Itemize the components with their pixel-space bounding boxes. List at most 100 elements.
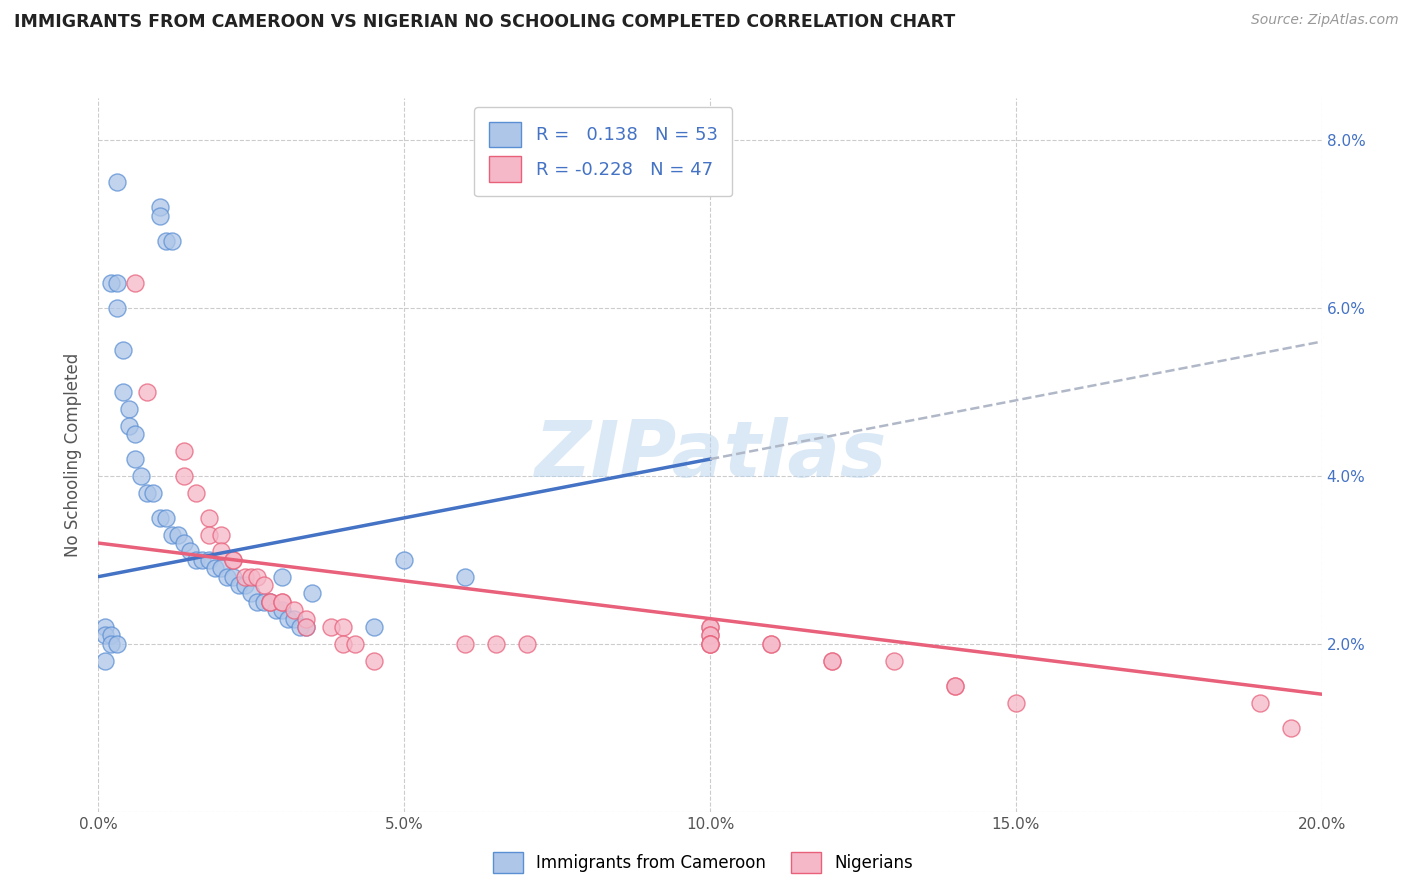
Point [93,654,115,668]
Point [295,620,318,634]
Point [270,595,292,609]
Point [160,527,183,541]
Point [155,234,177,248]
Point [100,637,122,651]
Point [332,620,354,634]
Point [173,443,195,458]
Point [124,276,146,290]
Point [173,469,195,483]
Point [124,426,146,441]
Point [319,620,342,634]
Point [821,654,844,668]
Point [204,561,226,575]
Point [240,569,263,583]
Point [167,527,190,541]
Point [149,511,172,525]
Point [118,418,141,433]
Point [105,301,128,315]
Point [105,276,128,290]
Point [943,679,966,693]
Point [283,603,305,617]
Point [295,620,318,634]
Point [186,485,208,500]
Point [246,595,269,609]
Point [277,612,299,626]
Point [332,637,354,651]
Text: ZIPatlas: ZIPatlas [534,417,886,493]
Point [344,637,367,651]
Point [93,628,115,642]
Point [759,637,782,651]
Point [516,637,538,651]
Point [149,200,172,214]
Point [222,553,245,567]
Point [160,234,183,248]
Point [197,511,219,525]
Point [252,595,274,609]
Point [228,578,250,592]
Point [699,637,721,651]
Point [222,569,245,583]
Point [699,628,721,642]
Point [93,620,115,634]
Text: Source: ZipAtlas.com: Source: ZipAtlas.com [1251,13,1399,28]
Legend: R =   0.138   N = 53, R = -0.228   N = 47: R = 0.138 N = 53, R = -0.228 N = 47 [474,107,733,196]
Point [454,569,477,583]
Point [283,612,305,626]
Point [363,620,385,634]
Point [222,553,245,567]
Point [270,603,292,617]
Point [136,384,159,399]
Y-axis label: No Schooling Completed: No Schooling Completed [65,353,83,557]
Point [485,637,508,651]
Legend: Immigrants from Cameroon, Nigerians: Immigrants from Cameroon, Nigerians [486,846,920,880]
Point [264,603,287,617]
Point [699,628,721,642]
Point [295,612,318,626]
Point [259,595,281,609]
Point [454,637,477,651]
Point [259,595,281,609]
Point [197,553,219,567]
Point [186,553,208,567]
Point [883,654,905,668]
Point [155,511,177,525]
Point [124,452,146,467]
Point [821,654,844,668]
Point [301,586,323,600]
Point [699,620,721,634]
Point [233,569,256,583]
Point [111,384,134,399]
Point [173,536,195,550]
Point [259,595,281,609]
Point [363,654,385,668]
Point [270,595,292,609]
Point [233,578,256,592]
Point [699,620,721,634]
Point [290,620,312,634]
Point [129,469,152,483]
Point [1249,696,1271,710]
Point [100,628,122,642]
Point [392,553,416,567]
Point [209,527,232,541]
Point [142,485,165,500]
Point [1004,696,1026,710]
Point [699,637,721,651]
Point [246,569,269,583]
Point [270,569,292,583]
Point [111,343,134,357]
Point [179,544,201,558]
Point [100,276,122,290]
Point [209,561,232,575]
Text: IMMIGRANTS FROM CAMEROON VS NIGERIAN NO SCHOOLING COMPLETED CORRELATION CHART: IMMIGRANTS FROM CAMEROON VS NIGERIAN NO … [14,13,955,31]
Point [209,544,232,558]
Point [215,569,238,583]
Point [1279,721,1302,735]
Point [699,637,721,651]
Point [943,679,966,693]
Point [136,485,159,500]
Point [759,637,782,651]
Point [149,209,172,223]
Point [105,175,128,189]
